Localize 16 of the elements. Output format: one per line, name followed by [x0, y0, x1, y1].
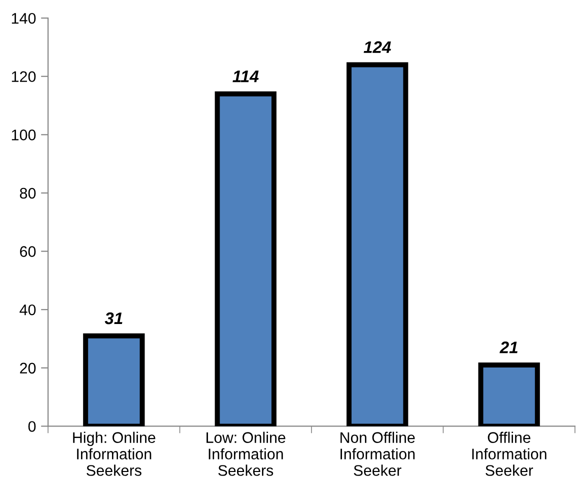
y-tick-label: 80 [20, 188, 36, 199]
y-tick-label: 20 [20, 362, 36, 374]
data-label: 31 [104, 312, 122, 324]
data-label: 124 [364, 41, 391, 53]
y-tick-label: 40 [20, 304, 36, 316]
x-tick-label: Low: Online Information Seekers [206, 432, 286, 476]
y-tick-label: 0 [28, 421, 36, 432]
x-tick-label: High: Online Information Seekers [73, 432, 156, 476]
x-tick-label: Non Offline Information Seeker [340, 432, 415, 476]
y-tick-label: 120 [12, 71, 36, 82]
y-tick-label: 140 [12, 12, 36, 24]
y-tick-label: 100 [12, 130, 36, 140]
x-tick-label: Offline Information Seeker [472, 432, 546, 476]
data-label: 21 [500, 342, 518, 354]
y-tick-label: 60 [20, 246, 36, 257]
data-label: 114 [232, 70, 259, 82]
